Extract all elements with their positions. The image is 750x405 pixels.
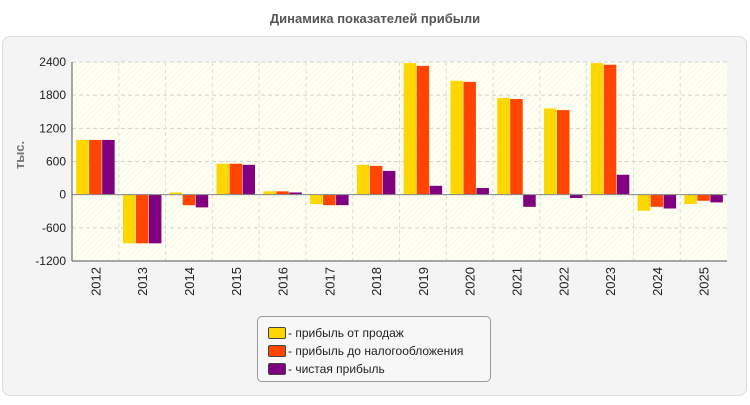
bar-2019-series-1 (403, 63, 417, 195)
x-tick-label: 2020 (463, 267, 478, 296)
bar-2016-series-1 (263, 191, 276, 195)
bar-2020-series-1 (450, 80, 463, 195)
bar-2022-series-3 (570, 194, 583, 198)
x-tick-label: 2025 (697, 267, 712, 296)
legend-dash: - (288, 326, 296, 340)
bar-2024-series-2 (650, 194, 664, 207)
bar-2023-series-3 (616, 174, 630, 195)
bar-2016-series-2 (276, 191, 289, 195)
bar-2014-series-3 (195, 194, 209, 208)
bar-2013-series-3 (148, 194, 162, 244)
bar-2019-series-2 (416, 65, 430, 195)
bar-2025-series-2 (697, 194, 710, 201)
legend-label-sales-profit: прибыль от продаж (295, 326, 404, 340)
legend-dash: - (288, 362, 296, 376)
bar-2020-series-2 (463, 81, 476, 195)
x-tick-label: 2014 (182, 267, 197, 296)
bar-2015-series-2 (229, 163, 242, 195)
bar-2016-series-3 (289, 192, 302, 195)
bar-2013-series-2 (135, 194, 149, 244)
x-tick-label: 2016 (276, 267, 291, 296)
bar-2024-series-3 (663, 194, 677, 209)
bar-2017-series-2 (323, 194, 336, 206)
y-tick-label: 1800 (39, 88, 66, 102)
bar-2023-series-2 (603, 64, 617, 195)
bar-2022-series-1 (544, 108, 557, 195)
y-tick-label: 1200 (39, 121, 66, 135)
bar-2021-series-1 (497, 97, 510, 195)
bar-2019-series-3 (429, 185, 443, 195)
x-tick-label: 2019 (416, 267, 431, 296)
legend-swatch-sales-profit (268, 327, 286, 339)
bar-2012-series-1 (76, 139, 89, 195)
legend-item-pretax-profit: - прибыль до налогообложения (268, 342, 490, 360)
bar-2014-series-1 (169, 192, 183, 195)
bar-2013-series-1 (122, 194, 136, 244)
bar-2012-series-2 (89, 139, 102, 195)
y-tick-label: 2400 (39, 55, 66, 69)
x-tick-label: 2017 (322, 267, 337, 296)
bar-2017-series-3 (336, 194, 349, 206)
x-tick-label: 2015 (229, 267, 244, 296)
bar-2018-series-1 (356, 164, 370, 195)
x-tick-label: 2022 (556, 267, 571, 296)
legend-swatch-net-profit (268, 363, 286, 375)
x-tick-label: 2021 (509, 267, 524, 296)
bar-2024-series-1 (637, 194, 651, 211)
x-tick-label: 2018 (369, 267, 384, 296)
x-tick-label: 2024 (650, 267, 665, 296)
bar-2023-series-1 (590, 63, 604, 195)
bar-2020-series-3 (476, 188, 489, 195)
bar-2017-series-1 (310, 194, 323, 205)
x-tick-label: 2023 (603, 267, 618, 296)
x-tick-label: 2012 (88, 267, 103, 296)
y-axis-title: тыс. (12, 141, 27, 169)
bar-2021-series-3 (523, 194, 536, 207)
bar-2015-series-3 (242, 164, 255, 195)
bar-2025-series-1 (684, 194, 697, 205)
y-tick-label: 600 (46, 155, 66, 169)
bar-2018-series-2 (369, 165, 383, 195)
y-tick-label: 0 (59, 188, 66, 202)
legend-dash: - (288, 344, 296, 358)
bar-2022-series-2 (557, 110, 570, 195)
legend-label-net-profit: чистая прибыль (295, 362, 385, 376)
bar-2015-series-1 (216, 163, 229, 195)
y-tick-label: -1200 (35, 254, 66, 268)
chart-legend: - прибыль от продаж - прибыль до налогоо… (257, 316, 491, 382)
bar-2012-series-3 (102, 139, 115, 195)
chart-title: Динамика показателей прибыли (269, 11, 481, 26)
legend-item-sales-profit: - прибыль от продаж (268, 324, 490, 342)
bar-2025-series-3 (710, 194, 723, 203)
y-tick-label: -600 (42, 221, 66, 235)
x-tick-label: 2013 (135, 267, 150, 296)
legend-swatch-pretax-profit (268, 345, 286, 357)
bar-2014-series-2 (182, 194, 196, 206)
bar-2021-series-2 (510, 99, 523, 195)
bar-2018-series-3 (382, 170, 396, 195)
legend-item-net-profit: - чистая прибыль (268, 360, 490, 378)
legend-label-pretax-profit: прибыль до налогообложения (295, 344, 464, 358)
